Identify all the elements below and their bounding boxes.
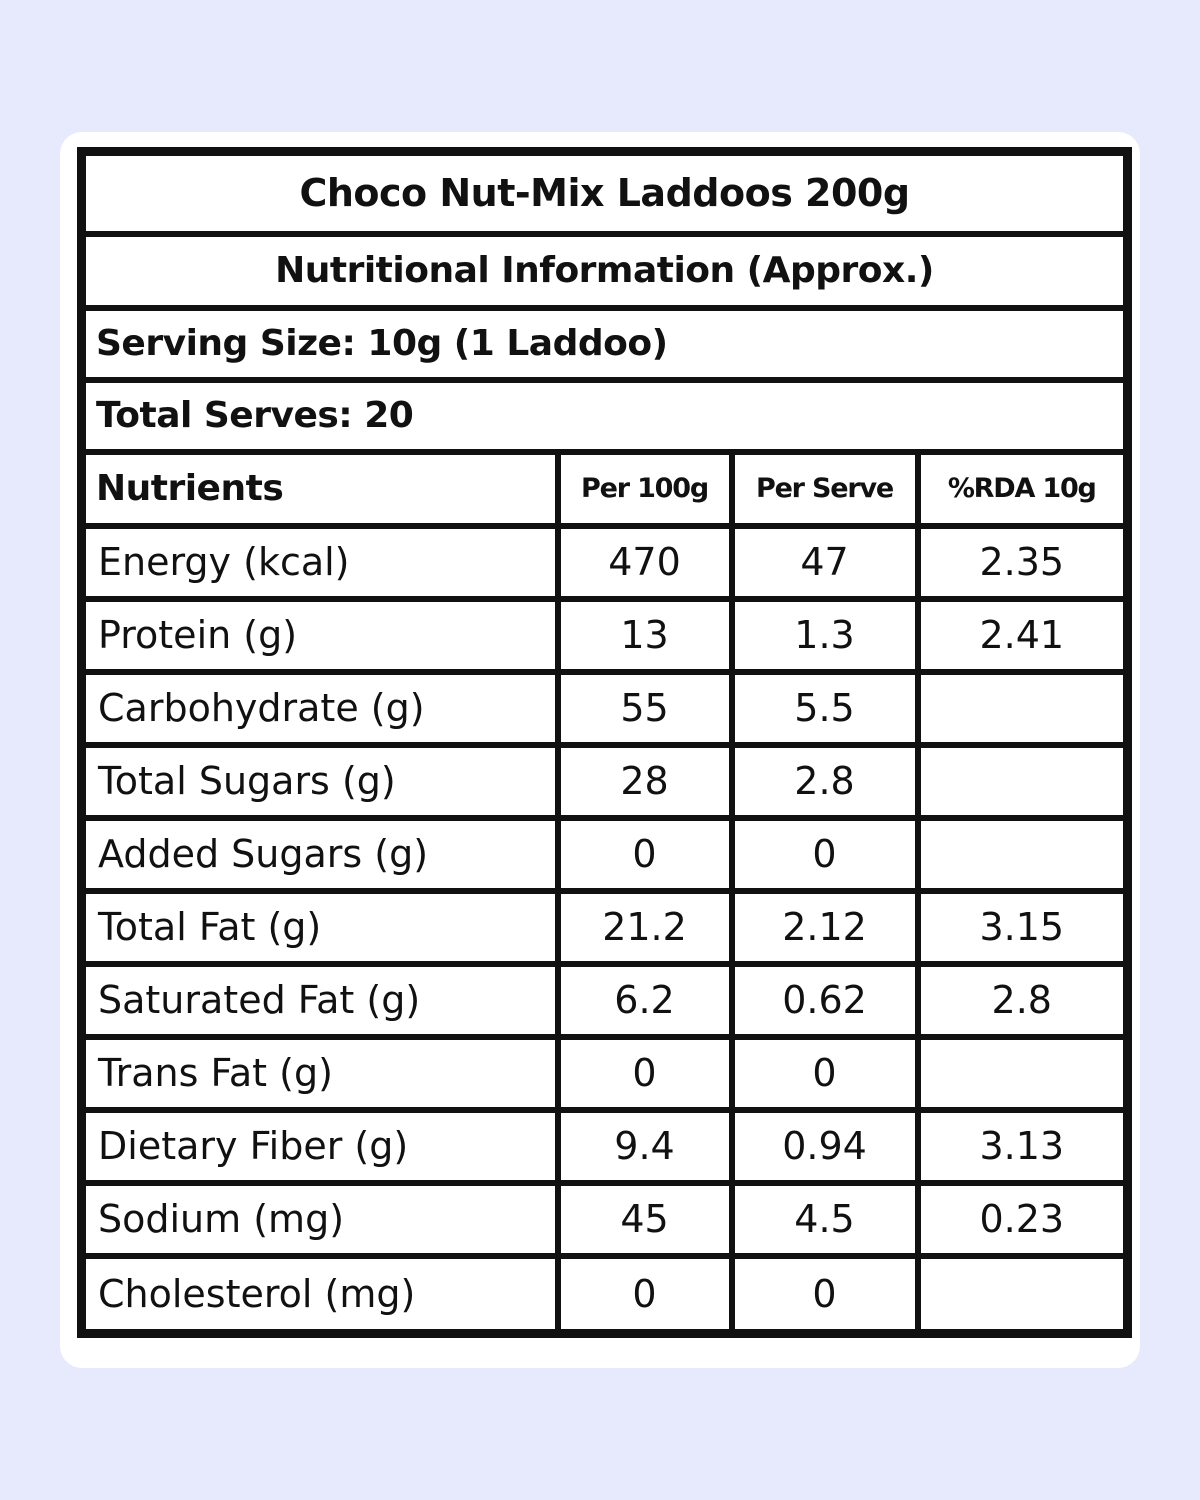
table-row: Cholesterol (mg) 0 0 — [77, 1252, 1132, 1338]
nutrition-subtitle: Nutritional Information (Approx.) — [77, 230, 1132, 311]
per-100g-value: 0 — [554, 1252, 735, 1338]
per-100g-value: 0 — [554, 814, 735, 894]
nutrient-name: Energy (kcal) — [77, 522, 561, 602]
rda-value: 2.41 — [914, 595, 1132, 675]
total-serves-row: Total Serves: 20 — [77, 376, 1132, 455]
nutrient-name: Protein (g) — [77, 595, 561, 675]
nutrient-name: Total Sugars (g) — [77, 741, 561, 821]
per-serve-value: 1.3 — [728, 595, 921, 675]
rda-value — [914, 668, 1132, 748]
nutrient-name: Sodium (mg) — [77, 1179, 561, 1259]
table-row: Added Sugars (g) 0 0 — [77, 814, 1132, 894]
table-row: Total Sugars (g) 28 2.8 — [77, 741, 1132, 821]
table-row: Dietary Fiber (g) 9.4 0.94 3.13 — [77, 1106, 1132, 1186]
per-100g-value: 45 — [554, 1179, 735, 1259]
column-header-rda: %RDA 10g — [914, 448, 1132, 529]
nutrient-name: Cholesterol (mg) — [77, 1252, 561, 1338]
per-serve-value: 0 — [728, 814, 921, 894]
table-row: Trans Fat (g) 0 0 — [77, 1033, 1132, 1113]
per-100g-value: 55 — [554, 668, 735, 748]
rda-value: 3.13 — [914, 1106, 1132, 1186]
nutrient-name: Added Sugars (g) — [77, 814, 561, 894]
table-row: Energy (kcal) 470 47 2.35 — [77, 522, 1132, 602]
table-row: Saturated Fat (g) 6.2 0.62 2.8 — [77, 960, 1132, 1040]
per-100g-value: 28 — [554, 741, 735, 821]
nutrient-name: Total Fat (g) — [77, 887, 561, 967]
serving-size: Serving Size: 10g (1 Laddoo) — [77, 304, 1132, 383]
nutrient-name: Saturated Fat (g) — [77, 960, 561, 1040]
subtitle-row: Nutritional Information (Approx.) — [77, 230, 1132, 311]
per-serve-value: 5.5 — [728, 668, 921, 748]
nutrient-name: Trans Fat (g) — [77, 1033, 561, 1113]
per-serve-value: 2.12 — [728, 887, 921, 967]
rda-value — [914, 741, 1132, 821]
table-row: Protein (g) 13 1.3 2.41 — [77, 595, 1132, 675]
per-serve-value: 0.62 — [728, 960, 921, 1040]
rda-value: 3.15 — [914, 887, 1132, 967]
per-100g-value: 13 — [554, 595, 735, 675]
per-serve-value: 2.8 — [728, 741, 921, 821]
per-100g-value: 9.4 — [554, 1106, 735, 1186]
per-serve-value: 4.5 — [728, 1179, 921, 1259]
rda-value: 0.23 — [914, 1179, 1132, 1259]
serving-size-row: Serving Size: 10g (1 Laddoo) — [77, 304, 1132, 383]
nutrient-name: Dietary Fiber (g) — [77, 1106, 561, 1186]
nutrient-name: Carbohydrate (g) — [77, 668, 561, 748]
per-100g-value: 470 — [554, 522, 735, 602]
rda-value — [914, 1252, 1132, 1338]
column-header-nutrients: Nutrients — [77, 448, 561, 529]
table-row: Total Fat (g) 21.2 2.12 3.15 — [77, 887, 1132, 967]
rda-value: 2.8 — [914, 960, 1132, 1040]
rda-value — [914, 814, 1132, 894]
per-serve-value: 47 — [728, 522, 921, 602]
column-header-per-100g: Per 100g — [554, 448, 735, 529]
table-row: Carbohydrate (g) 55 5.5 — [77, 668, 1132, 748]
per-100g-value: 0 — [554, 1033, 735, 1113]
per-100g-value: 21.2 — [554, 887, 735, 967]
product-title: Choco Nut-Mix Laddoos 200g — [77, 147, 1132, 237]
total-serves: Total Serves: 20 — [77, 376, 1132, 455]
table-row: Sodium (mg) 45 4.5 0.23 — [77, 1179, 1132, 1259]
per-serve-value: 0 — [728, 1252, 921, 1338]
per-100g-value: 6.2 — [554, 960, 735, 1040]
title-row: Choco Nut-Mix Laddoos 200g — [77, 147, 1132, 237]
rda-value — [914, 1033, 1132, 1113]
column-header-per-serve: Per Serve — [728, 448, 921, 529]
per-serve-value: 0 — [728, 1033, 921, 1113]
nutrition-facts-table: Choco Nut-Mix Laddoos 200g Nutritional I… — [77, 147, 1132, 1338]
rda-value: 2.35 — [914, 522, 1132, 602]
column-header-row: Nutrients Per 100g Per Serve %RDA 10g — [77, 448, 1132, 529]
per-serve-value: 0.94 — [728, 1106, 921, 1186]
